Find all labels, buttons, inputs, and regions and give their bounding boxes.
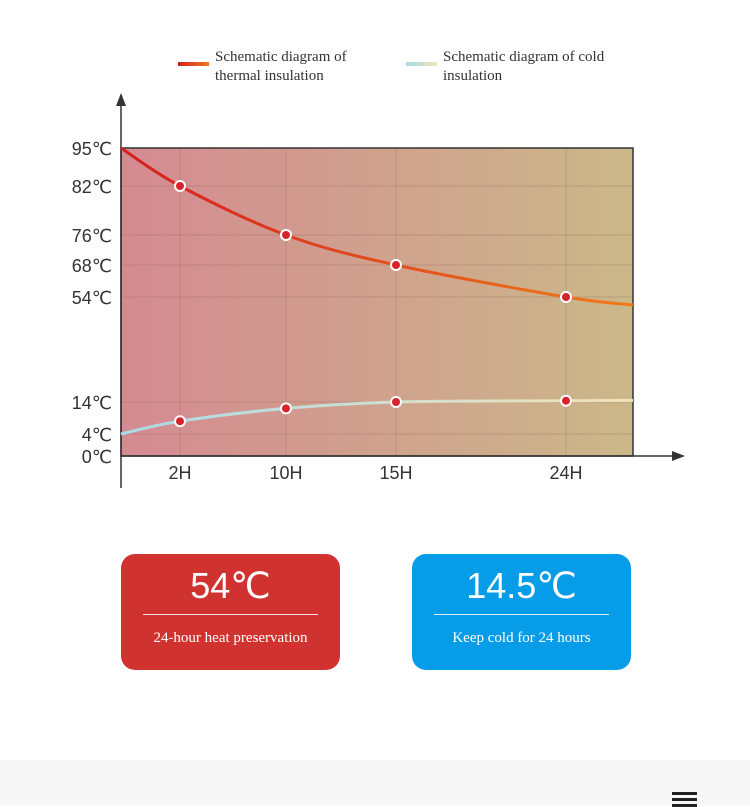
x-tick-label: 2H	[168, 463, 191, 483]
y-tick-label: 4℃	[82, 425, 112, 445]
legend-label-cold-line1: Schematic diagram of cold	[443, 49, 605, 65]
legend: Schematic diagram of thermal insulation …	[178, 49, 605, 84]
y-axis-arrow	[116, 93, 126, 106]
heat-divider	[143, 614, 318, 615]
x-tick-label: 24H	[549, 463, 582, 483]
cold-preservation-card: 14.5℃ Keep cold for 24 hours	[412, 554, 631, 670]
x-axis-arrow	[672, 451, 685, 461]
heat-preservation-card: 54℃ 24-hour heat preservation	[121, 554, 340, 670]
menu-icon[interactable]	[672, 792, 697, 807]
insulation-chart: Schematic diagram of thermal insulation …	[72, 49, 685, 488]
y-tick-label: 76℃	[72, 226, 112, 246]
heat-caption: 24-hour heat preservation	[153, 630, 308, 646]
legend-label-thermal-line2: thermal insulation	[215, 68, 324, 84]
legend-swatch-thermal	[178, 62, 209, 66]
x-tick-labels: 2H 10H 15H 24H	[168, 463, 582, 483]
cold-divider	[434, 614, 609, 615]
cold-data-point	[174, 415, 186, 428]
heat-value: 54℃	[190, 565, 271, 606]
cold-data-point	[280, 402, 292, 415]
y-tick-labels: 95℃ 82℃ 76℃ 68℃ 54℃ 14℃ 4℃0℃	[72, 139, 112, 467]
series	[120, 146, 634, 436]
legend-label-thermal-line1: Schematic diagram of	[215, 49, 347, 65]
thermal-data-point	[280, 229, 292, 241]
thermal-data-point	[560, 291, 572, 303]
legend-swatch-cold	[406, 62, 437, 66]
y-tick-label: 68℃	[72, 256, 112, 276]
y-tick-label: 54℃	[72, 288, 112, 308]
y-tick-label: 95℃	[72, 139, 112, 159]
cold-data-point	[390, 396, 402, 408]
legend-label-cold-line2: insulation	[443, 68, 503, 84]
y-tick-label: 82℃	[72, 177, 112, 197]
thermal-data-point	[174, 180, 186, 192]
y-tick-label: 0℃	[82, 447, 112, 467]
axes	[116, 93, 685, 488]
cold-data-point	[560, 394, 572, 407]
cold-caption: Keep cold for 24 hours	[452, 630, 591, 646]
thermal-data-point	[390, 259, 402, 271]
footer-band	[0, 760, 750, 806]
x-tick-label: 10H	[269, 463, 302, 483]
cold-value: 14.5℃	[466, 565, 577, 606]
x-tick-label: 15H	[379, 463, 412, 483]
y-tick-label: 14℃	[72, 393, 112, 413]
